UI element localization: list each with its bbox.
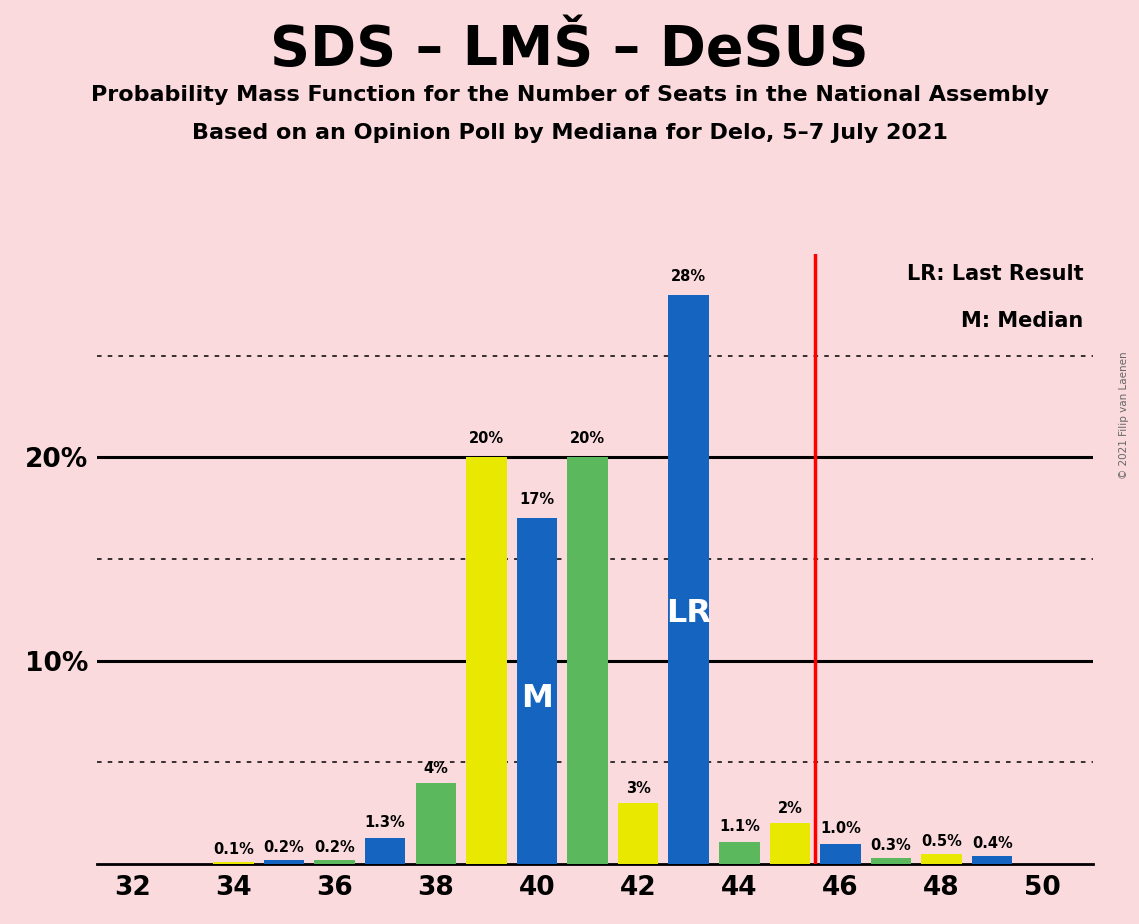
- Text: © 2021 Filip van Laenen: © 2021 Filip van Laenen: [1118, 351, 1129, 479]
- Text: 0.1%: 0.1%: [213, 842, 254, 857]
- Text: 3%: 3%: [625, 781, 650, 796]
- Bar: [567, 457, 608, 864]
- Bar: [466, 457, 507, 864]
- Text: 1.3%: 1.3%: [364, 815, 405, 831]
- Text: 17%: 17%: [519, 492, 555, 507]
- Text: 20%: 20%: [469, 432, 503, 446]
- Text: 0.2%: 0.2%: [263, 840, 304, 855]
- Text: LR: Last Result: LR: Last Result: [907, 264, 1083, 285]
- Bar: [416, 783, 456, 864]
- Text: 20%: 20%: [570, 432, 605, 446]
- Bar: [617, 803, 658, 864]
- Text: 0.5%: 0.5%: [921, 833, 962, 848]
- Bar: [517, 518, 557, 864]
- Text: LR: LR: [666, 598, 711, 629]
- Text: SDS – LMŠ – DeSUS: SDS – LMŠ – DeSUS: [270, 23, 869, 77]
- Text: M: M: [521, 683, 552, 713]
- Bar: [871, 857, 911, 864]
- Bar: [314, 860, 355, 864]
- Text: 28%: 28%: [671, 269, 706, 284]
- Bar: [213, 862, 254, 864]
- Bar: [719, 842, 760, 864]
- Text: 1.0%: 1.0%: [820, 821, 861, 836]
- Text: Probability Mass Function for the Number of Seats in the National Assembly: Probability Mass Function for the Number…: [91, 85, 1048, 105]
- Text: 4%: 4%: [424, 760, 449, 775]
- Bar: [921, 854, 962, 864]
- Bar: [972, 856, 1013, 864]
- Text: Based on an Opinion Poll by Mediana for Delo, 5–7 July 2021: Based on an Opinion Poll by Mediana for …: [191, 123, 948, 143]
- Text: 0.3%: 0.3%: [870, 838, 911, 853]
- Bar: [364, 837, 405, 864]
- Text: 0.4%: 0.4%: [972, 835, 1013, 851]
- Text: 1.1%: 1.1%: [719, 820, 760, 834]
- Bar: [770, 823, 810, 864]
- Bar: [264, 860, 304, 864]
- Text: 2%: 2%: [778, 801, 802, 816]
- Text: M: Median: M: Median: [961, 311, 1083, 331]
- Bar: [820, 844, 861, 864]
- Text: 0.2%: 0.2%: [314, 840, 355, 855]
- Bar: [669, 295, 708, 864]
